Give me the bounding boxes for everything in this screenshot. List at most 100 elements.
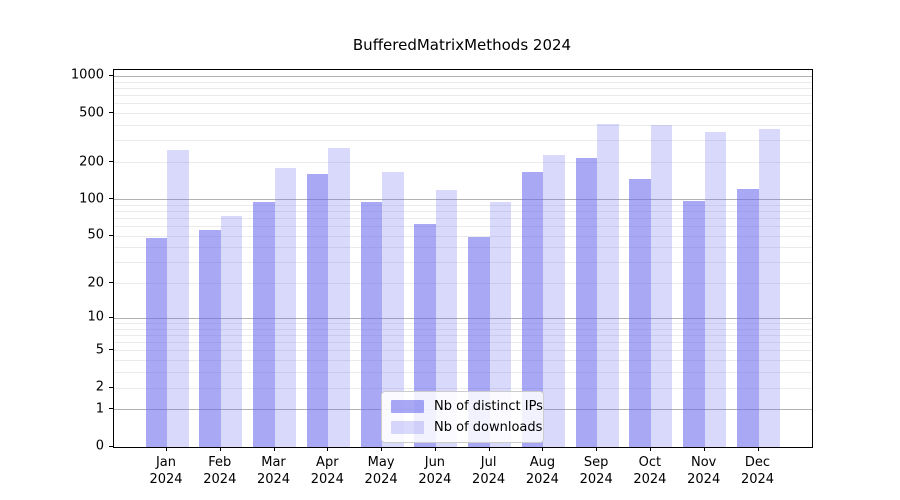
legend: Nb of distinct IPs Nb of downloads [381,391,544,443]
gridline-minor-6 [114,342,812,344]
y-tick-mark-50 [109,234,113,236]
y-tick-label-2: 2 [95,379,104,395]
y-tick-label-50: 50 [87,227,104,243]
bar-nb-of-downloads-sep [597,123,619,447]
bar-nb-of-downloads-may [382,171,404,447]
x-tick-mark-may [381,447,383,451]
gridline-minor-900 [114,81,812,83]
gridline-minor-9 [114,323,812,324]
x-axis: Jan 2024 Feb 2024 Mar 2024 Apr 2024 May 2024… [113,447,811,497]
y-tick-mark-2 [109,386,113,388]
gridline-minor-200 [114,162,812,164]
legend-item-downloads: Nb of downloads [391,419,542,436]
x-tick-label-nov: Nov 2024 [687,455,721,487]
bar-nb-of-distinct-ips-sep [575,158,598,447]
bar-nb-of-downloads-dec [758,128,780,447]
y-tick-label-1: 1 [95,401,104,417]
y-tick-label-1000: 1000 [70,67,104,83]
x-tick-label-jul: Jul 2024 [472,455,506,487]
x-tick-label-apr: Apr 2024 [310,455,344,487]
x-tick-mark-jun [434,447,436,451]
bar-nb-of-downloads-jun [435,190,458,447]
y-tick-label-0: 0 [95,438,104,454]
gridline-minor-50 [114,235,812,237]
x-tick-mark-dec [757,447,759,451]
gridline-minor-70 [114,217,812,219]
y-tick-label-200: 200 [79,154,104,170]
gridline-major-100 [114,199,812,200]
x-tick-mark-aug [542,447,544,451]
x-tick-mark-oct [649,447,651,451]
bar-nb-of-downloads-jan [167,150,189,447]
y-axis: 0 1 2 5 10 20 50 100 200 500 1000 [0,67,113,454]
bar-nb-of-distinct-ips-dec [737,189,759,447]
legend-swatch-distinct-ips [391,400,424,413]
gridline-minor-5 [114,350,812,352]
gridline-minor-20 [114,283,812,285]
bar-nb-of-distinct-ips-nov [683,200,705,447]
gridline-minor-500 [114,113,812,115]
y-tick-mark-0 [109,445,113,447]
gridline-minor-600 [114,103,812,105]
x-tick-mark-jan [166,447,167,451]
bar-nb-of-distinct-ips-oct [629,179,651,447]
x-tick-label-feb: Feb 2024 [203,455,237,487]
bar-nb-of-distinct-ips-jan [145,237,167,447]
gridline-minor-90 [114,204,812,206]
gridline-major-10 [114,317,812,319]
y-tick-mark-500 [109,112,113,114]
y-tick-mark-5 [109,349,113,351]
gridline-minor-30 [114,262,812,264]
bar-nb-of-distinct-ips-feb [199,229,221,447]
x-tick-mark-sep [596,447,598,451]
bar-nb-of-distinct-ips-may [360,202,383,447]
gridline-minor-3 [114,372,812,374]
y-tick-label-10: 10 [87,309,104,325]
x-tick-mark-apr [327,447,329,451]
x-tick-mark-jul [488,447,490,451]
gridline-major-1000 [114,75,812,77]
gridline-minor-80 [114,210,812,212]
bar-nb-of-distinct-ips-mar [253,201,275,447]
x-tick-mark-nov [703,447,705,451]
legend-label-distinct-ips: Nb of distinct IPs [434,399,543,414]
gridline-minor-60 [114,226,812,227]
bar-nb-of-downloads-jul [489,201,512,447]
x-tick-label-aug: Aug 2024 [525,455,559,487]
bar-nb-of-downloads-feb [220,216,243,447]
bar-nb-of-distinct-ips-aug [521,172,544,447]
y-tick-mark-200 [109,161,113,163]
gridline-minor-7 [114,335,812,336]
gridline-minor-800 [114,87,812,89]
x-tick-mark-feb [219,447,221,451]
x-tick-label-mar: Mar 2024 [256,455,291,487]
gridline-minor-4 [114,360,812,362]
x-tick-label-oct: Oct 2024 [633,455,667,487]
y-tick-mark-10 [109,316,113,318]
y-tick-mark-1000 [109,74,113,76]
y-tick-label-100: 100 [79,191,104,206]
legend-label-downloads: Nb of downloads [434,420,543,435]
bar-nb-of-downloads-oct [650,125,673,447]
y-tick-mark-1 [109,408,113,410]
gridline-minor-700 [114,95,812,97]
y-tick-mark-20 [109,282,113,284]
chart-title: BufferedMatrixMethods 2024 [352,36,572,54]
y-tick-mark-100 [109,198,113,199]
gridline-minor-400 [114,125,812,126]
x-tick-mark-mar [273,447,275,451]
x-tick-label-may: May 2024 [364,455,398,487]
gridline-minor-40 [114,247,812,249]
plot-area: Nb of distinct IPs Nb of downloads [113,69,813,448]
x-tick-label-dec: Dec 2024 [740,455,775,487]
bar-nb-of-downloads-mar [274,167,296,447]
x-tick-label-jan: Jan 2024 [149,455,183,487]
gridline-minor-300 [114,140,812,142]
gridline-minor-2 [114,387,812,389]
x-tick-label-jun: Jun 2024 [418,455,452,487]
y-tick-label-5: 5 [95,342,104,358]
legend-item-distinct-ips: Nb of distinct IPs [391,398,543,415]
y-tick-label-20: 20 [87,275,104,291]
legend-swatch-downloads [391,421,424,434]
